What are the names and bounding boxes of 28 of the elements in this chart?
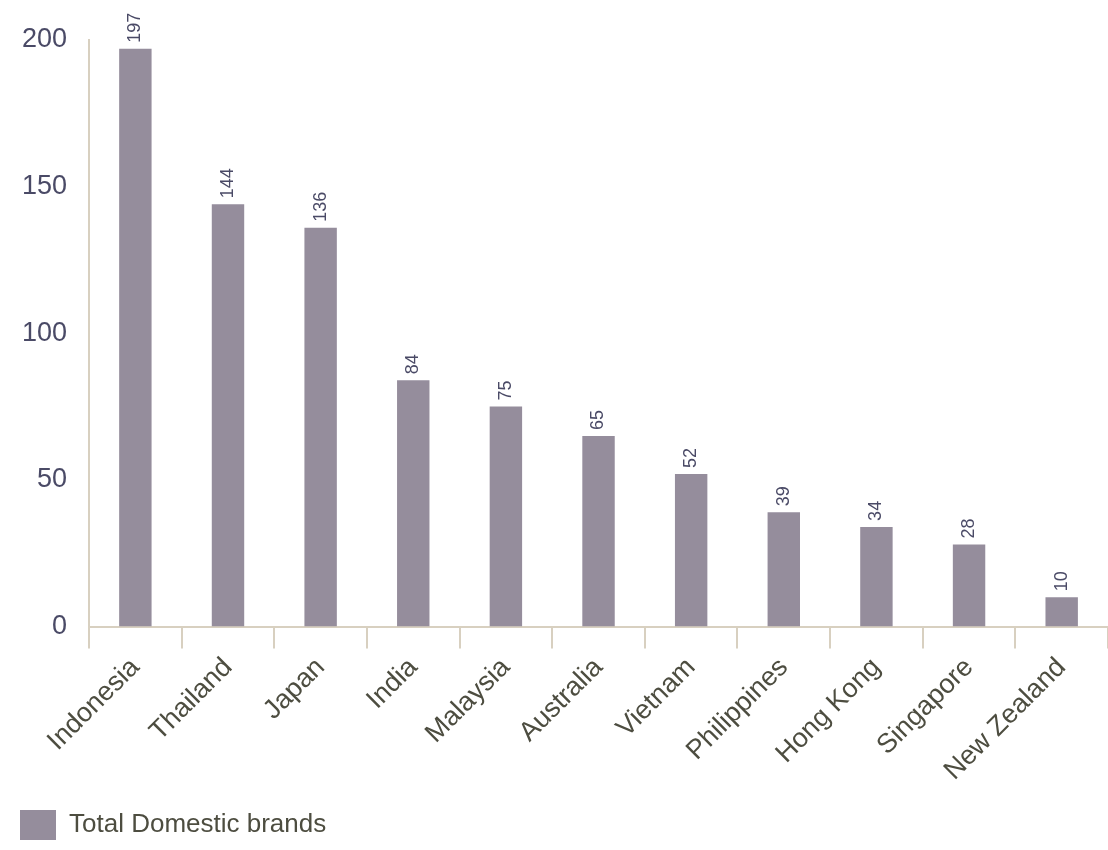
- data-label: 136: [309, 191, 330, 222]
- data-label: 75: [494, 380, 515, 401]
- bar: [304, 227, 337, 627]
- bar: [860, 526, 893, 627]
- y-tick-label: 150: [21, 170, 68, 201]
- data-label: 34: [865, 500, 886, 521]
- bar: [582, 435, 615, 627]
- legend-label: Total Domestic brands: [69, 808, 327, 839]
- y-tick-label: 200: [21, 23, 68, 54]
- data-label: 39: [772, 486, 793, 507]
- bar: [767, 512, 800, 627]
- y-tick-label: 50: [37, 463, 68, 494]
- data-label: 65: [587, 409, 608, 430]
- data-label: 52: [680, 448, 701, 469]
- bar: [674, 474, 708, 627]
- bar: [397, 380, 430, 627]
- bar: [211, 204, 245, 627]
- y-tick-label: 100: [21, 316, 68, 347]
- data-label: 84: [402, 354, 423, 375]
- y-tick-label: 0: [52, 610, 68, 641]
- bar: [952, 544, 986, 627]
- bar: [119, 48, 152, 627]
- data-label: 10: [1050, 571, 1071, 592]
- bar: [1045, 597, 1078, 627]
- data-label: 197: [124, 12, 145, 43]
- bar: [489, 406, 523, 627]
- data-label: 28: [958, 518, 979, 539]
- data-label: 144: [216, 168, 237, 199]
